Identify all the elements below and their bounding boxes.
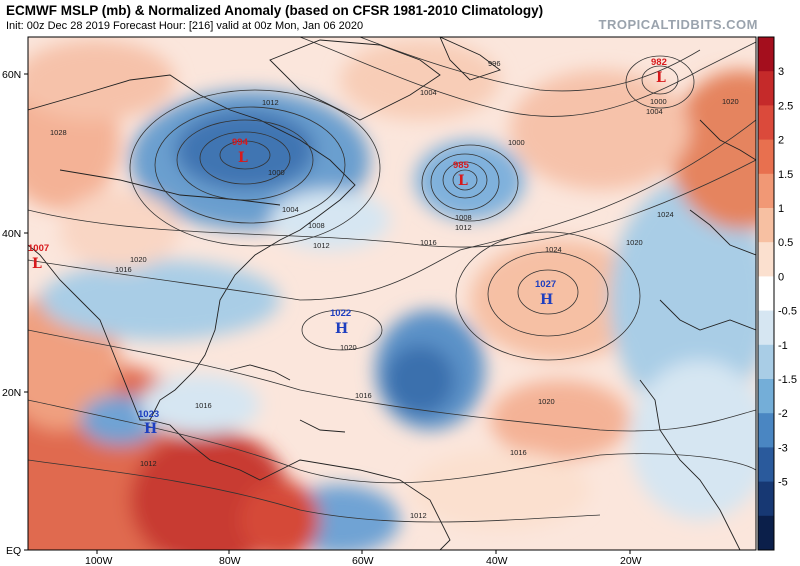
- high-center-marker: H: [335, 321, 348, 337]
- lon-label: 80W: [219, 555, 241, 566]
- contour-label: 1000: [650, 97, 667, 106]
- contour-label: 1004: [646, 107, 663, 116]
- isobars: [28, 37, 756, 523]
- contour-label: 1000: [508, 138, 525, 147]
- contour-label: 1020: [340, 343, 357, 352]
- low-center-marker: L: [238, 150, 248, 166]
- lon-label: 40W: [486, 555, 508, 566]
- map-title: ECMWF MSLP (mb) & Normalized Anomaly (ba…: [6, 3, 544, 18]
- contour-label: 1016: [115, 265, 132, 274]
- colorbar-swatch: [758, 208, 774, 243]
- anomaly-colorbar: 3 2.5 2 1.5 1 0.5 0 -0.5 -1 -1.5 -2 -3 -5: [757, 36, 797, 551]
- colorbar-label: 0: [778, 271, 784, 283]
- colorbar-label: 3: [778, 66, 784, 78]
- contour-label: 1008: [455, 213, 472, 222]
- colorbar-swatch: [758, 276, 774, 312]
- contour-label: 1020: [130, 255, 147, 264]
- contour-label: 1016: [420, 238, 437, 247]
- colorbar-swatch: [758, 413, 774, 448]
- colorbar-label: -1.5: [778, 374, 797, 386]
- lat-label: 40N: [2, 228, 21, 240]
- low-center-marker: L: [458, 173, 468, 189]
- colorbar-swatch: [758, 481, 774, 517]
- contour-label: 1004: [420, 88, 437, 97]
- contour-label: 996: [488, 59, 501, 68]
- lon-label: 20W: [620, 555, 642, 566]
- site-credit: TROPICALTIDBITS.COM: [598, 17, 758, 32]
- contour-label: 1012: [262, 98, 279, 107]
- contour-label: 1024: [545, 245, 562, 254]
- colorbar-swatch: [758, 173, 774, 209]
- colorbar-swatch: [758, 379, 774, 414]
- colorbar-swatch: [758, 105, 774, 141]
- colorbar-frame: [757, 36, 775, 551]
- low-center-marker: L: [32, 256, 42, 272]
- contour-label: 1012: [313, 241, 330, 250]
- contour-label: 1020: [626, 238, 643, 247]
- high-center-value: 1027: [535, 279, 556, 290]
- contour-label: 1012: [140, 459, 157, 468]
- contour-label: 1028: [50, 128, 67, 137]
- contour-label: 1016: [355, 391, 372, 400]
- colorbar-swatch: [758, 139, 774, 175]
- contour-label: 1012: [410, 511, 427, 520]
- low-center-value: 994: [232, 137, 249, 148]
- colorbar-label: 2: [778, 135, 784, 147]
- contour-label: 1012: [455, 223, 472, 232]
- pressure-centers: 994 L 985 L 982 L 1007 L 1022 H 1027 H 1…: [28, 57, 667, 437]
- latitude-axis: 60N 40N 20N EQ: [2, 69, 28, 557]
- contour-label: 1000: [268, 168, 285, 177]
- colorbar-label: -5: [778, 477, 788, 489]
- high-center-marker: H: [144, 421, 157, 437]
- low-center-marker: L: [656, 70, 666, 86]
- coastlines: [28, 37, 756, 550]
- lon-label: 60W: [352, 555, 374, 566]
- colorbar-swatch: [758, 515, 774, 551]
- colorbar-label: -1: [778, 340, 788, 352]
- lon-label: 100W: [85, 555, 113, 566]
- low-center-value: 985: [453, 160, 470, 171]
- map-frame: [27, 36, 757, 551]
- map-panel: 996 1000 1004 1008 1012 1016 1020 1024 1…: [28, 37, 756, 550]
- colorbar-label: 1: [778, 203, 784, 215]
- colorbar-swatch: [758, 37, 774, 72]
- lat-label: 60N: [2, 69, 21, 81]
- contour-label: 1020: [538, 397, 555, 406]
- colorbar-label: -2: [778, 408, 788, 420]
- colorbar-label: 2.5: [778, 100, 793, 112]
- longitude-axis: 100W 80W 60W 40W 20W: [85, 550, 642, 566]
- contour-label: 1004: [282, 205, 299, 214]
- colorbar-swatch: [758, 71, 774, 106]
- colorbar-swatch: [758, 344, 774, 380]
- colorbar-label: -3: [778, 442, 788, 454]
- low-center-value: 1007: [28, 243, 49, 254]
- contour-label: 1016: [510, 448, 527, 457]
- colorbar-swatch: [758, 242, 774, 277]
- lat-label: EQ: [6, 545, 21, 557]
- low-center-value: 982: [651, 57, 667, 68]
- contour-label: 1020: [722, 97, 739, 106]
- lat-label: 20N: [2, 387, 21, 399]
- high-center-marker: H: [540, 292, 553, 308]
- colorbar-label: -0.5: [778, 306, 797, 318]
- map-subtitle: Init: 00z Dec 28 2019 Forecast Hour: [21…: [6, 20, 364, 32]
- contour-label: 1024: [657, 210, 674, 219]
- high-center-value: 1022: [330, 308, 351, 319]
- colorbar-swatch: [758, 447, 774, 483]
- high-center-value: 1023: [138, 409, 159, 420]
- colorbar-label: 0.5: [778, 237, 793, 249]
- colorbar-label: 1.5: [778, 169, 793, 181]
- colorbar-swatch: [758, 310, 774, 346]
- contour-label: 1008: [308, 221, 325, 230]
- contour-label: 1016: [195, 401, 212, 410]
- contour-labels: 996 1000 1004 1008 1012 1016 1020 1024 1…: [50, 59, 739, 520]
